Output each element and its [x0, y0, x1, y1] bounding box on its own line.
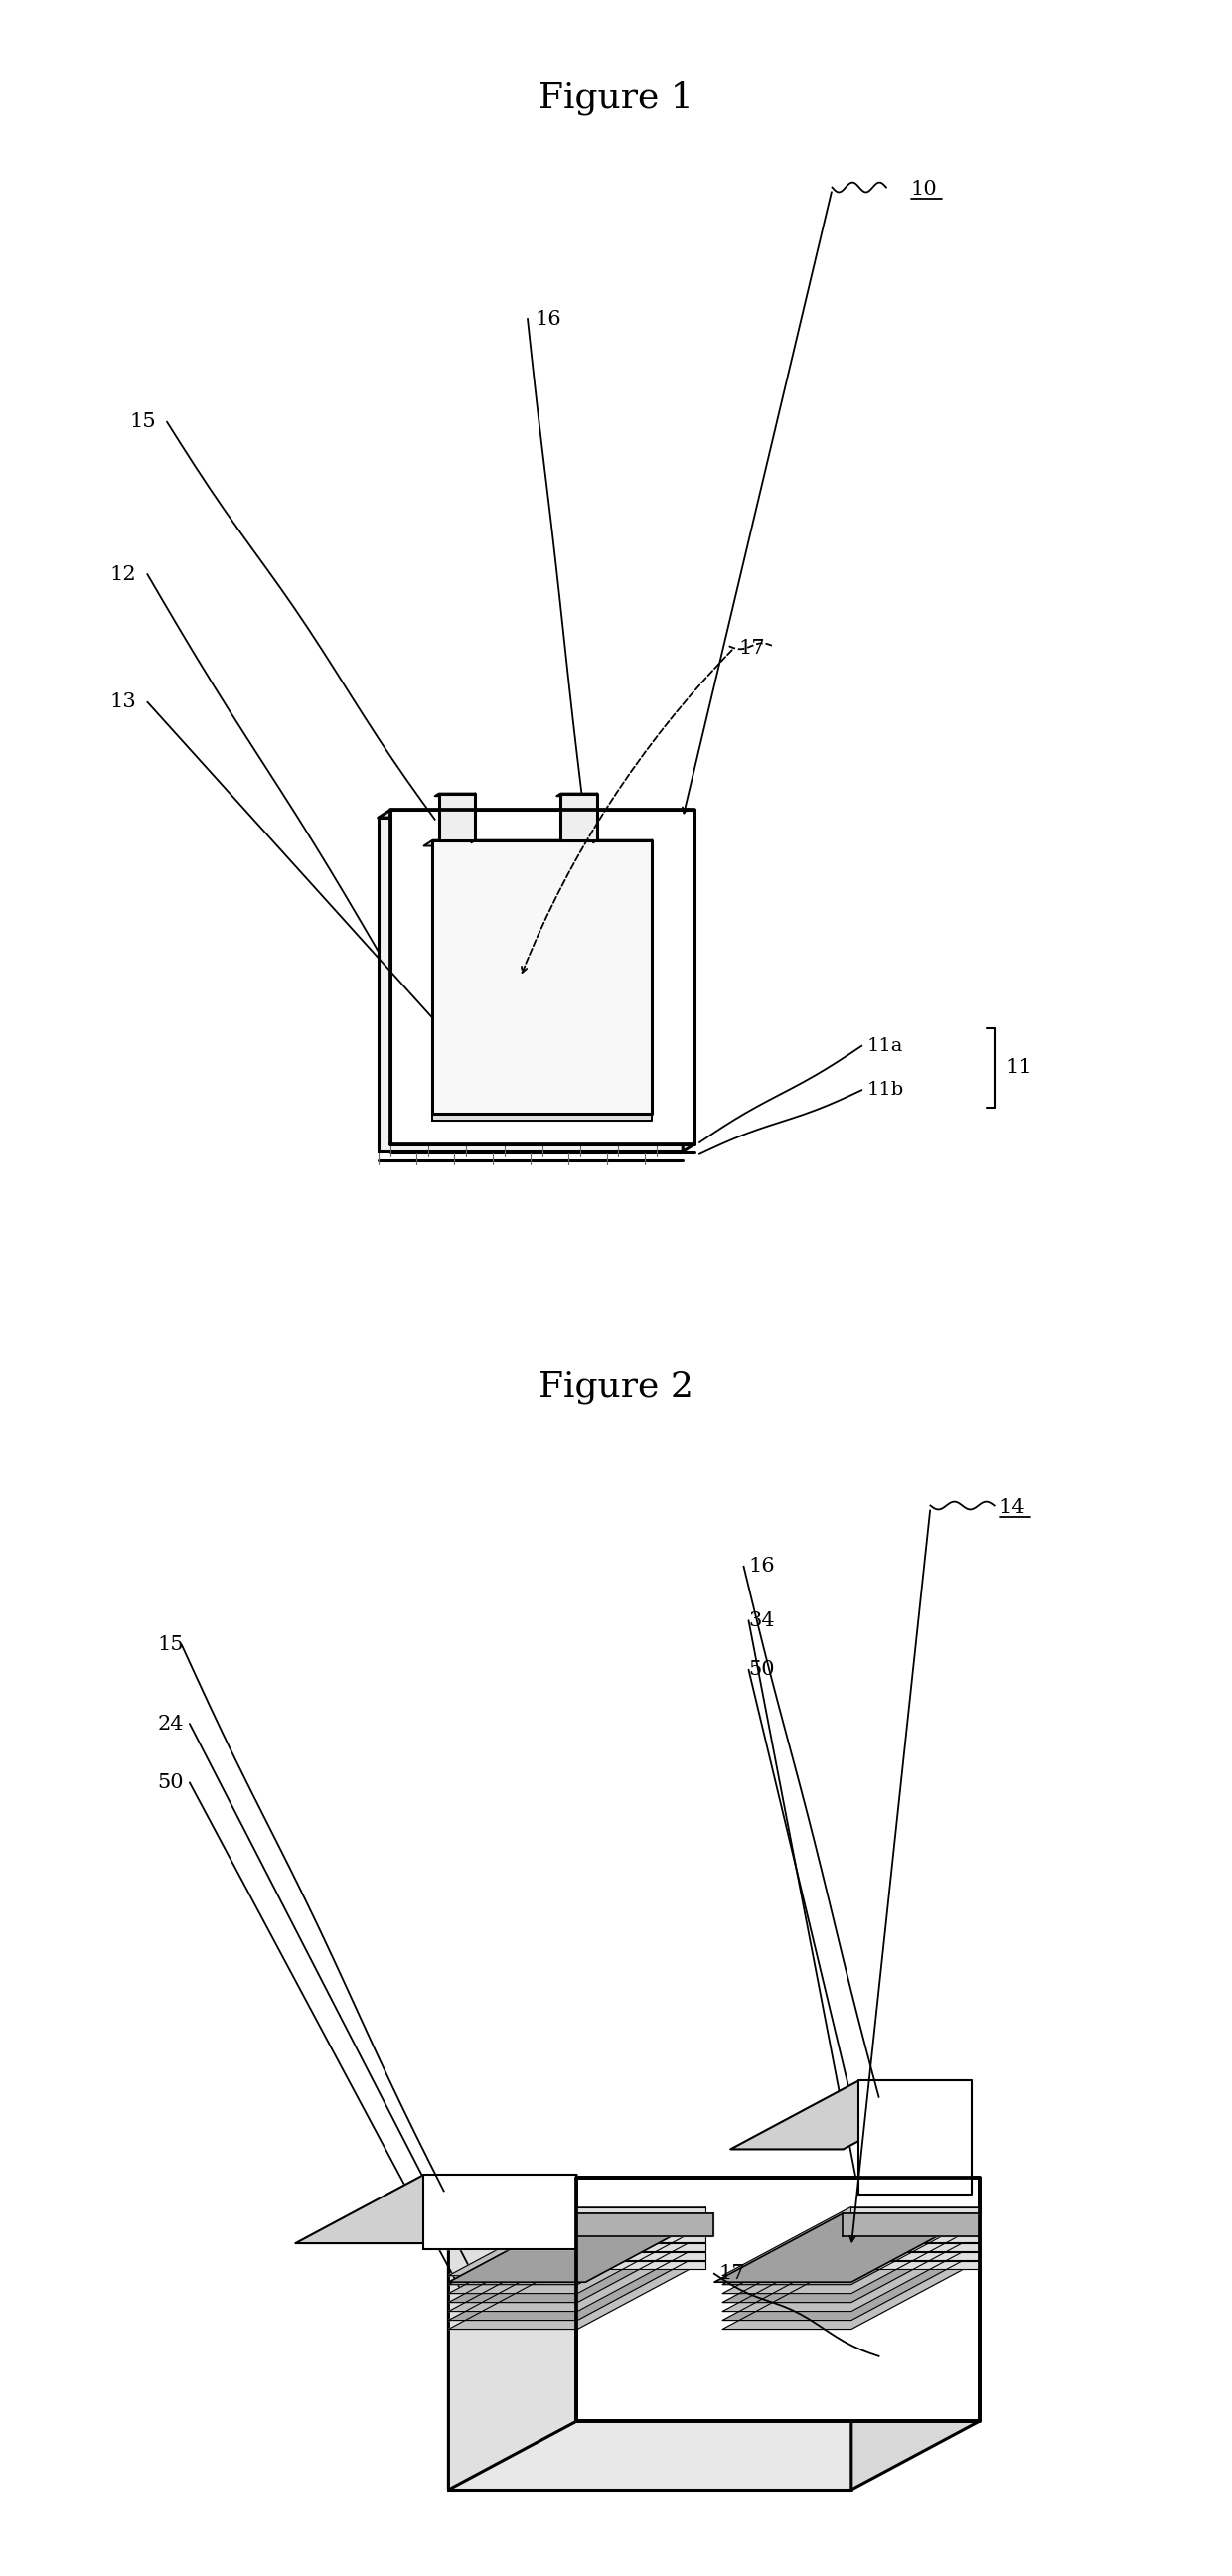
- Polygon shape: [439, 793, 476, 840]
- Polygon shape: [448, 2213, 713, 2282]
- Text: 17: 17: [739, 639, 765, 657]
- Polygon shape: [577, 2226, 706, 2233]
- Polygon shape: [850, 2233, 979, 2241]
- Polygon shape: [850, 2208, 979, 2215]
- Polygon shape: [859, 2081, 972, 2195]
- Polygon shape: [722, 2262, 979, 2329]
- Polygon shape: [577, 2233, 706, 2241]
- Polygon shape: [722, 2251, 979, 2321]
- Polygon shape: [448, 2208, 706, 2275]
- Polygon shape: [448, 2215, 706, 2285]
- Polygon shape: [448, 2233, 706, 2303]
- Polygon shape: [851, 2177, 979, 2488]
- Polygon shape: [378, 809, 695, 817]
- Polygon shape: [472, 793, 476, 842]
- Polygon shape: [577, 2262, 706, 2269]
- Text: 50: 50: [749, 1659, 775, 1680]
- Polygon shape: [448, 2177, 979, 2246]
- Text: 34: 34: [749, 1610, 775, 1631]
- Polygon shape: [577, 2215, 706, 2223]
- Text: 10: 10: [910, 180, 938, 198]
- Polygon shape: [448, 2262, 706, 2329]
- Polygon shape: [296, 2174, 577, 2244]
- Text: 11b: 11b: [866, 1082, 903, 1100]
- Polygon shape: [577, 2208, 706, 2215]
- Polygon shape: [432, 1113, 652, 1121]
- Polygon shape: [843, 2213, 979, 2236]
- Polygon shape: [448, 2251, 706, 2321]
- Text: 24: 24: [158, 1713, 184, 1734]
- Polygon shape: [593, 793, 598, 842]
- Polygon shape: [683, 809, 695, 1151]
- Polygon shape: [722, 2215, 979, 2285]
- Text: 50: 50: [158, 1772, 184, 1793]
- Polygon shape: [378, 817, 683, 1151]
- Text: 16: 16: [536, 309, 562, 327]
- Text: 12: 12: [110, 564, 137, 585]
- Polygon shape: [722, 2226, 979, 2293]
- Polygon shape: [432, 840, 652, 1113]
- Polygon shape: [715, 2213, 979, 2282]
- Polygon shape: [577, 2177, 979, 2421]
- Polygon shape: [577, 2213, 713, 2236]
- Polygon shape: [577, 2251, 706, 2259]
- Polygon shape: [561, 793, 598, 840]
- Polygon shape: [577, 2244, 706, 2251]
- Text: 14: 14: [999, 1499, 1025, 1517]
- Polygon shape: [850, 2215, 979, 2223]
- Text: 16: 16: [749, 1556, 775, 1577]
- Polygon shape: [424, 2174, 577, 2249]
- Polygon shape: [643, 840, 652, 1121]
- Polygon shape: [850, 2226, 979, 2233]
- Text: 13: 13: [110, 693, 137, 711]
- Polygon shape: [448, 2177, 577, 2488]
- Text: 15: 15: [129, 412, 156, 433]
- Polygon shape: [850, 2244, 979, 2251]
- Polygon shape: [850, 2262, 979, 2269]
- Polygon shape: [722, 2208, 979, 2275]
- Polygon shape: [448, 2244, 706, 2311]
- Polygon shape: [722, 2244, 979, 2311]
- Polygon shape: [731, 2081, 972, 2148]
- Text: 15: 15: [158, 1636, 184, 1654]
- Text: Figure 1: Figure 1: [538, 82, 694, 116]
- Text: 11a: 11a: [866, 1038, 903, 1054]
- Polygon shape: [448, 2226, 706, 2293]
- Text: 17: 17: [719, 2264, 745, 2282]
- Text: Figure 2: Figure 2: [538, 1370, 694, 1404]
- Polygon shape: [391, 809, 695, 1144]
- Polygon shape: [850, 2251, 979, 2259]
- Polygon shape: [448, 2246, 851, 2488]
- Text: 11: 11: [1007, 1059, 1032, 1077]
- Polygon shape: [722, 2233, 979, 2303]
- Polygon shape: [424, 840, 652, 845]
